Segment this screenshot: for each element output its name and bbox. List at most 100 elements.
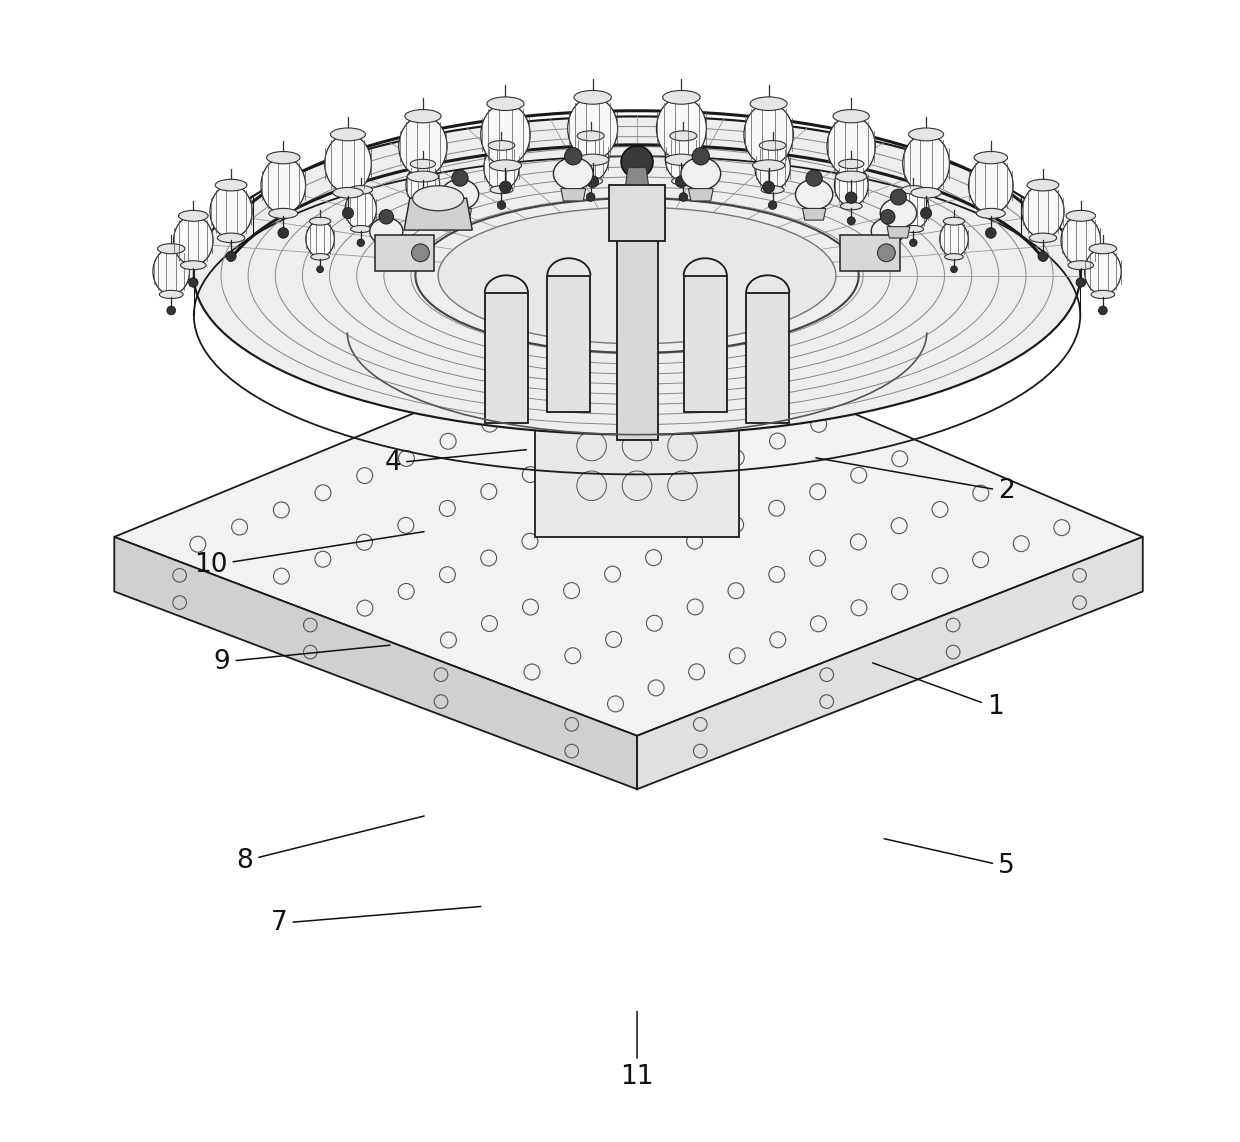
Circle shape (951, 266, 957, 273)
Ellipse shape (181, 260, 206, 270)
Ellipse shape (399, 116, 448, 177)
Ellipse shape (410, 159, 435, 169)
Ellipse shape (662, 90, 701, 104)
Circle shape (847, 217, 856, 225)
Ellipse shape (484, 145, 520, 190)
Ellipse shape (665, 154, 698, 166)
Circle shape (621, 146, 653, 178)
Ellipse shape (438, 208, 836, 344)
Ellipse shape (179, 210, 208, 222)
Ellipse shape (310, 217, 331, 225)
Polygon shape (114, 537, 637, 789)
Polygon shape (547, 275, 590, 412)
Ellipse shape (1068, 260, 1094, 270)
Ellipse shape (755, 145, 790, 190)
Polygon shape (376, 243, 397, 254)
Circle shape (412, 244, 429, 262)
Ellipse shape (193, 116, 1080, 435)
Circle shape (316, 266, 324, 273)
Polygon shape (688, 188, 713, 201)
Circle shape (986, 227, 996, 239)
Circle shape (910, 239, 918, 247)
Circle shape (1099, 306, 1107, 315)
Ellipse shape (681, 158, 720, 190)
Polygon shape (609, 185, 666, 241)
Ellipse shape (1089, 243, 1116, 254)
Ellipse shape (370, 218, 403, 244)
Ellipse shape (405, 164, 440, 206)
Circle shape (419, 217, 427, 225)
Ellipse shape (404, 110, 441, 123)
Circle shape (676, 176, 687, 187)
Ellipse shape (944, 217, 965, 225)
Ellipse shape (940, 222, 968, 257)
Ellipse shape (670, 131, 697, 140)
Circle shape (226, 251, 236, 262)
Polygon shape (114, 321, 1143, 735)
Ellipse shape (1091, 290, 1115, 298)
Ellipse shape (210, 185, 252, 238)
Ellipse shape (666, 136, 702, 182)
Text: 5: 5 (884, 838, 1014, 879)
Ellipse shape (159, 290, 184, 298)
Ellipse shape (841, 202, 862, 210)
Ellipse shape (901, 185, 925, 194)
Ellipse shape (577, 154, 609, 166)
Ellipse shape (1027, 179, 1059, 191)
Ellipse shape (911, 187, 941, 198)
Ellipse shape (968, 158, 1013, 214)
Ellipse shape (744, 104, 794, 166)
Ellipse shape (306, 222, 335, 257)
Polygon shape (878, 243, 898, 254)
Ellipse shape (490, 160, 522, 171)
Circle shape (880, 210, 895, 224)
Ellipse shape (833, 110, 869, 123)
Ellipse shape (1029, 233, 1056, 242)
Polygon shape (746, 292, 790, 424)
Circle shape (497, 201, 506, 209)
Ellipse shape (260, 158, 305, 214)
Ellipse shape (441, 179, 479, 210)
Circle shape (564, 147, 582, 164)
Circle shape (342, 208, 353, 219)
Ellipse shape (574, 90, 611, 104)
Ellipse shape (898, 190, 929, 230)
Ellipse shape (490, 186, 513, 194)
Circle shape (1076, 278, 1085, 287)
Text: 2: 2 (816, 458, 1014, 505)
Ellipse shape (903, 225, 924, 233)
Text: 10: 10 (195, 532, 424, 578)
Ellipse shape (573, 136, 609, 182)
Polygon shape (449, 209, 471, 220)
Ellipse shape (1066, 210, 1096, 222)
Text: 9: 9 (213, 645, 389, 675)
Ellipse shape (331, 128, 366, 140)
Polygon shape (887, 226, 910, 238)
Circle shape (417, 192, 429, 203)
Ellipse shape (174, 216, 213, 265)
Polygon shape (560, 188, 585, 201)
Ellipse shape (153, 249, 190, 295)
Ellipse shape (348, 185, 372, 194)
Ellipse shape (345, 190, 377, 230)
Circle shape (188, 278, 198, 287)
Ellipse shape (407, 171, 439, 182)
Text: 11: 11 (620, 1012, 653, 1089)
Circle shape (451, 170, 469, 186)
Ellipse shape (1061, 216, 1101, 265)
Ellipse shape (836, 171, 867, 182)
Ellipse shape (761, 186, 784, 194)
Ellipse shape (568, 97, 618, 160)
Ellipse shape (579, 177, 603, 185)
Circle shape (763, 182, 775, 193)
Ellipse shape (489, 140, 515, 151)
Circle shape (846, 192, 857, 203)
Polygon shape (534, 384, 739, 435)
Ellipse shape (577, 131, 604, 140)
Ellipse shape (157, 243, 185, 254)
Ellipse shape (975, 152, 1008, 163)
Ellipse shape (269, 208, 298, 218)
Circle shape (878, 244, 895, 262)
Circle shape (379, 210, 393, 224)
Ellipse shape (413, 186, 464, 211)
